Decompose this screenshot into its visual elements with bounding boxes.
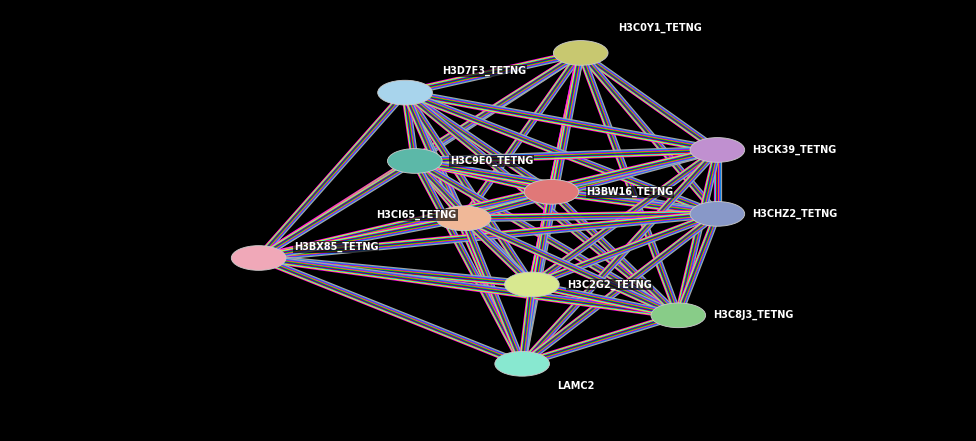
Text: H3C0Y1_TETNG: H3C0Y1_TETNG [618, 23, 702, 33]
Text: H3D7F3_TETNG: H3D7F3_TETNG [442, 66, 526, 76]
Circle shape [651, 303, 706, 328]
Text: H3CI65_TETNG: H3CI65_TETNG [377, 209, 457, 220]
Circle shape [553, 41, 608, 65]
Circle shape [690, 138, 745, 162]
Text: H3CK39_TETNG: H3CK39_TETNG [752, 145, 836, 155]
Text: H3BX85_TETNG: H3BX85_TETNG [294, 242, 379, 252]
Circle shape [524, 179, 579, 204]
Text: H3CHZ2_TETNG: H3CHZ2_TETNG [752, 209, 837, 219]
Circle shape [387, 149, 442, 173]
Text: LAMC2: LAMC2 [557, 381, 594, 391]
Circle shape [436, 206, 491, 231]
Text: H3C2G2_TETNG: H3C2G2_TETNG [567, 279, 652, 290]
Circle shape [495, 351, 549, 376]
Circle shape [231, 246, 286, 270]
Circle shape [378, 80, 432, 105]
Circle shape [505, 272, 559, 297]
Text: H3C9E0_TETNG: H3C9E0_TETNG [450, 156, 533, 166]
Text: H3BW16_TETNG: H3BW16_TETNG [587, 187, 673, 197]
Circle shape [690, 202, 745, 226]
Text: H3C8J3_TETNG: H3C8J3_TETNG [713, 310, 793, 321]
